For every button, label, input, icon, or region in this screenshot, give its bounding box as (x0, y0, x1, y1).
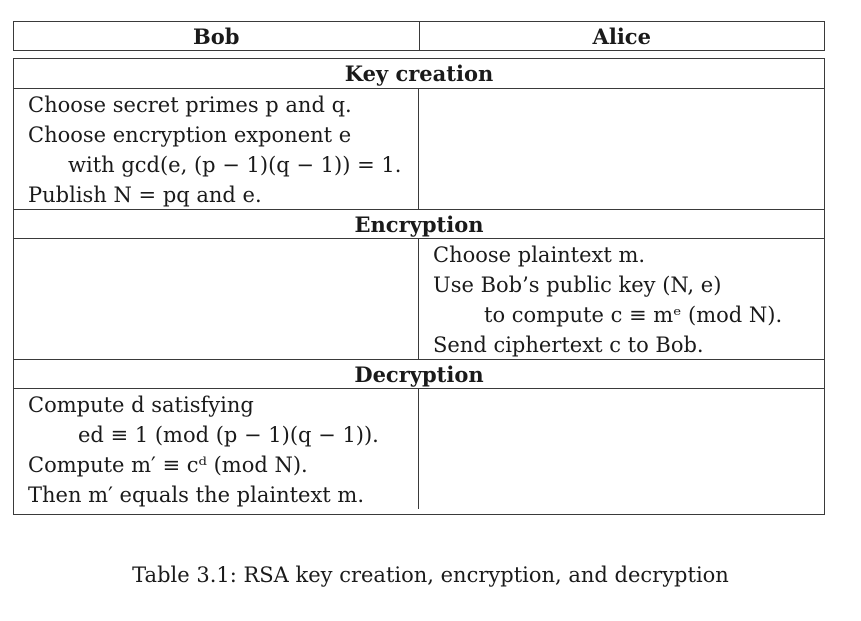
section-title-key-creation: Key creation (14, 59, 824, 89)
rsa-table: Key creation Choose secret primes p and … (13, 58, 825, 515)
step-line: Compute m′ ≡ cᵈ (mod N). (28, 453, 308, 477)
section-title-decryption: Decryption (14, 359, 824, 389)
section-key-creation: Choose secret primes p and q. Choose enc… (14, 89, 824, 209)
step-line: ed ≡ 1 (mod (p − 1)(q − 1)). (78, 423, 379, 447)
section-encryption: Choose plaintext m. Use Bob’s public key… (14, 239, 824, 359)
table-caption: Table 3.1: RSA key creation, encryption,… (132, 563, 729, 587)
step-line: Publish N = pq and e. (28, 183, 262, 207)
header-table: Bob Alice (13, 21, 825, 51)
header-alice: Alice (592, 23, 651, 49)
step-line: Compute d satisfying (28, 393, 254, 417)
section-title-encryption: Encryption (14, 209, 824, 239)
header-bob: Bob (14, 22, 420, 50)
step-line: Send ciphertext c to Bob. (433, 333, 704, 357)
bob-column: Compute d satisfying ed ≡ 1 (mod (p − 1)… (14, 389, 419, 509)
section-decryption: Compute d satisfying ed ≡ 1 (mod (p − 1)… (14, 389, 824, 509)
step-line: Choose encryption exponent e (28, 123, 352, 147)
step-line: Choose secret primes p and q. (28, 93, 352, 117)
bob-column (14, 239, 419, 359)
alice-column: Choose plaintext m. Use Bob’s public key… (419, 239, 824, 359)
step-line: Then m′ equals the plaintext m. (28, 483, 364, 507)
step-line: to compute c ≡ mᵉ (mod N). (484, 303, 783, 327)
step-line: Use Bob’s public key (N, e) (433, 273, 722, 297)
step-line: Choose plaintext m. (433, 243, 646, 267)
step-line: with gcd(e, (p − 1)(q − 1)) = 1. (68, 153, 402, 177)
alice-column (419, 89, 824, 209)
bob-column: Choose secret primes p and q. Choose enc… (14, 89, 419, 209)
alice-column (419, 389, 824, 509)
